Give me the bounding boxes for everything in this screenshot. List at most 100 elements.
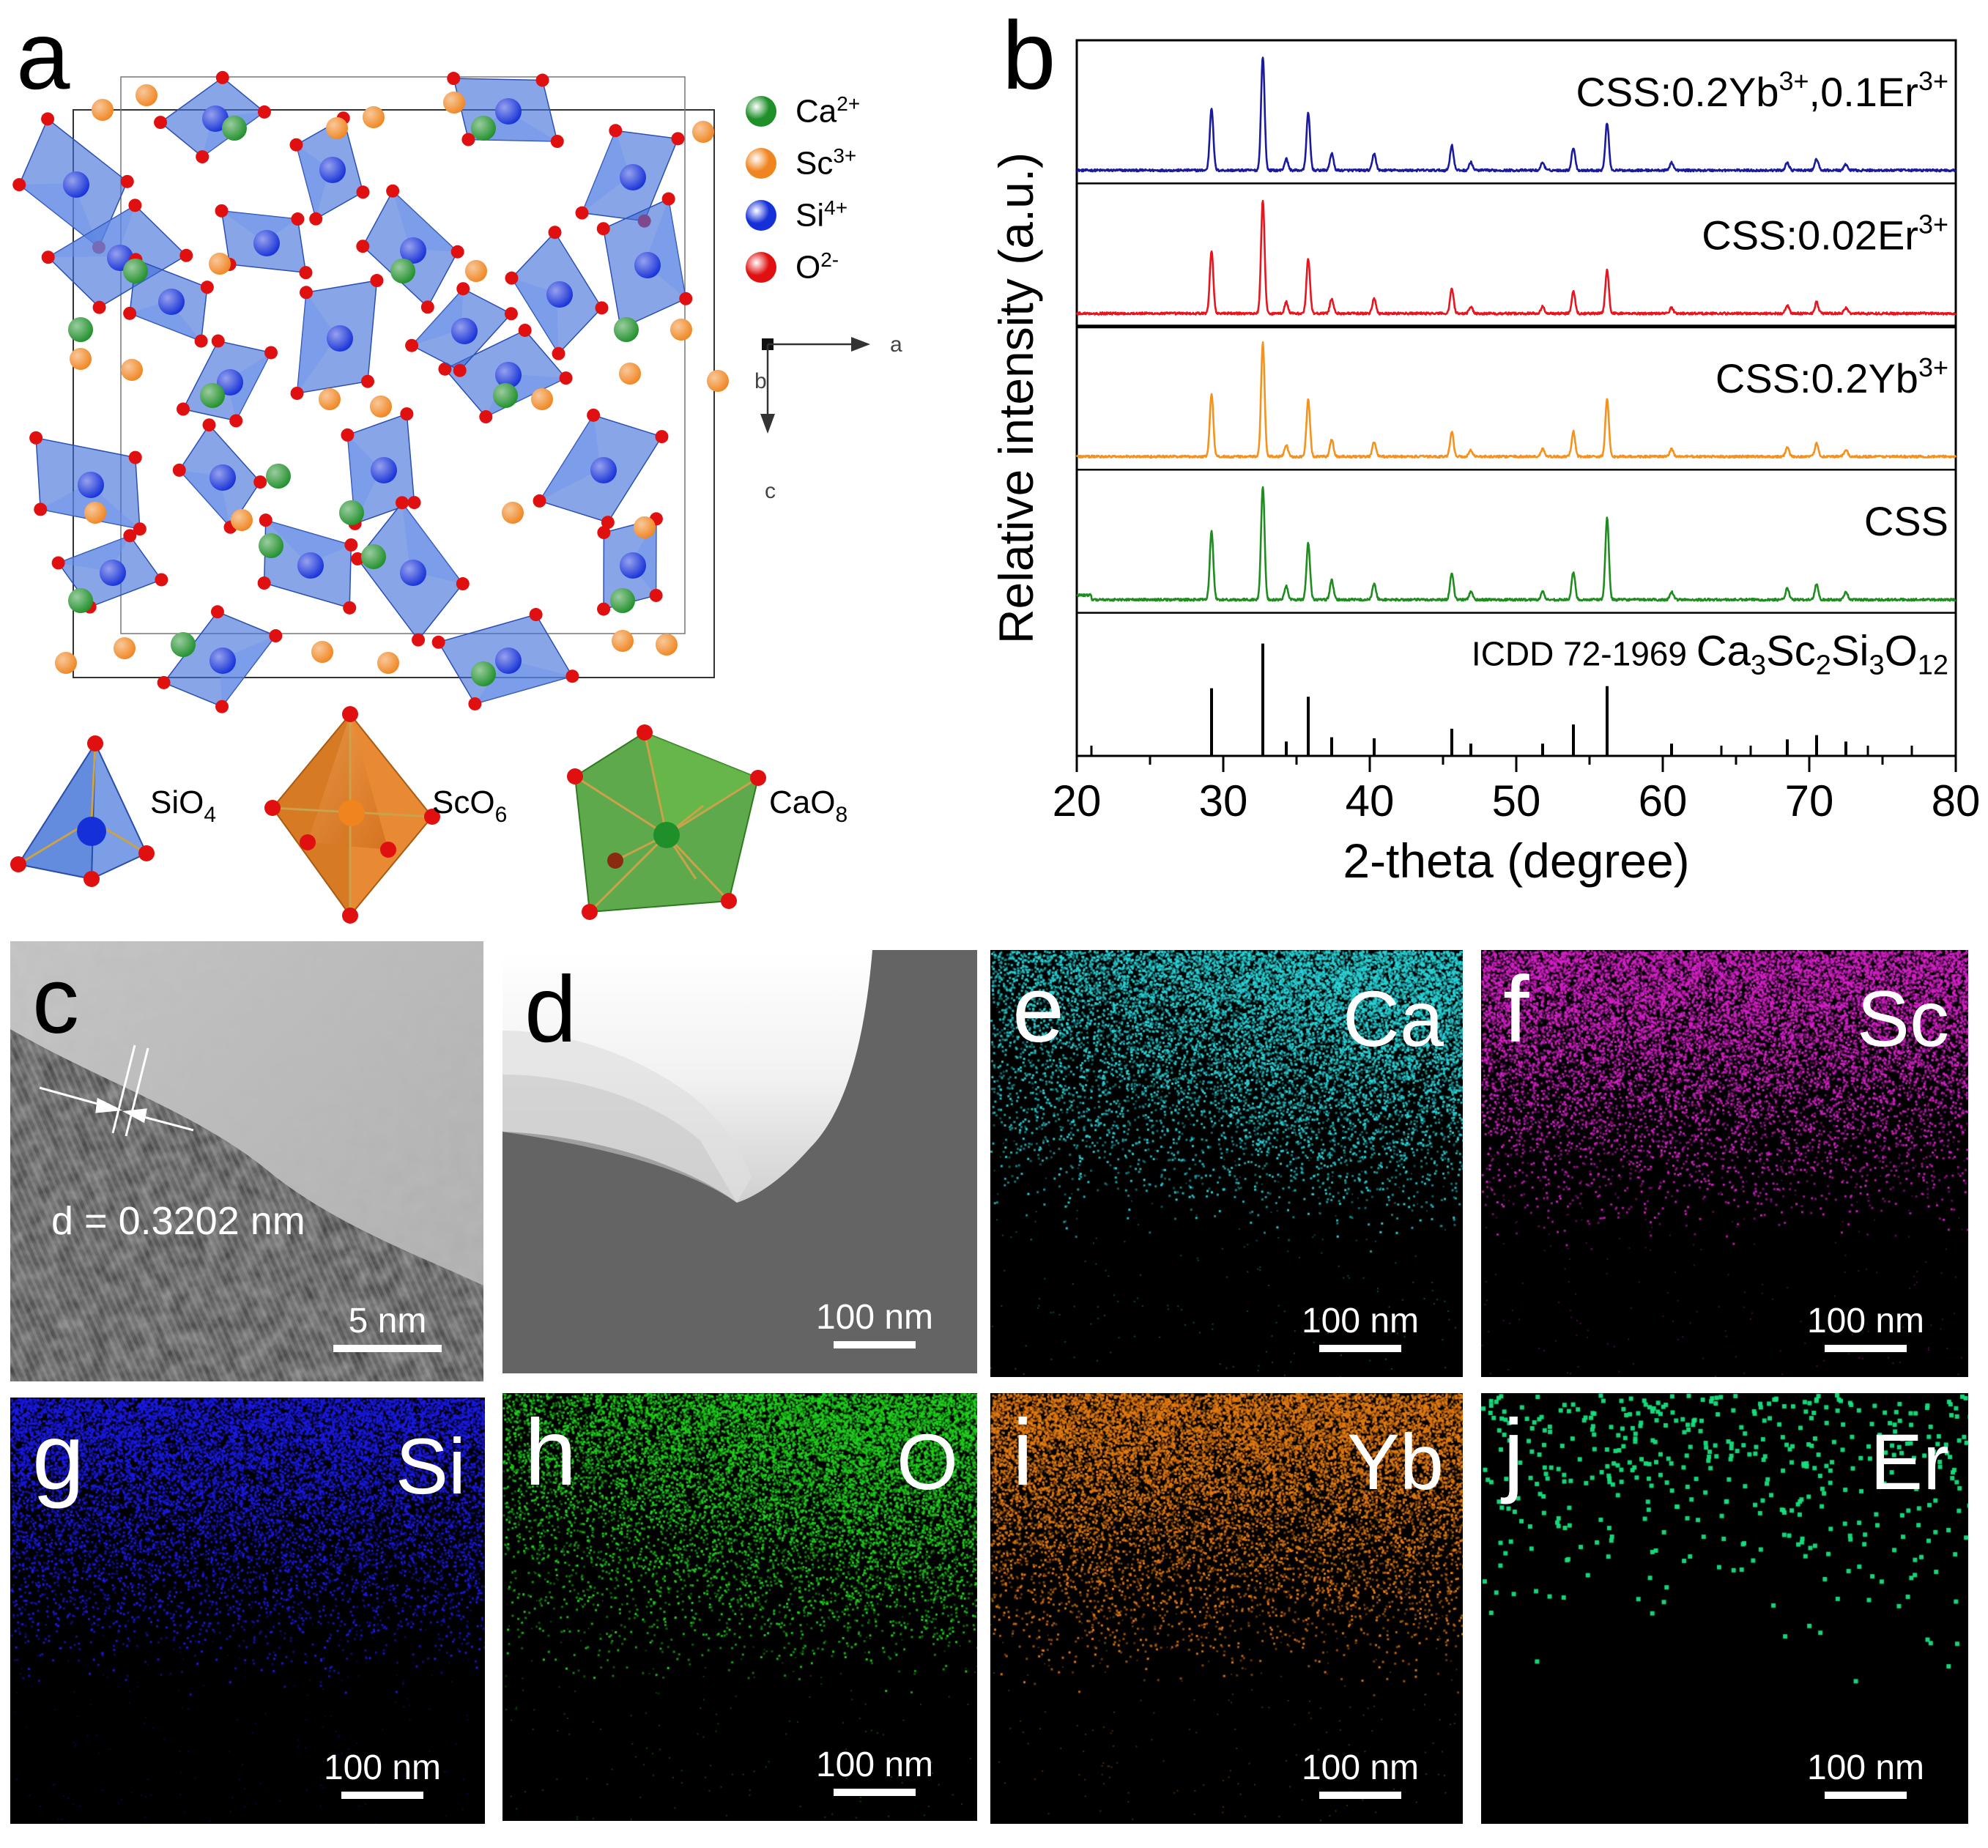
legend-row-o: O2- — [746, 241, 860, 293]
panel-j-er-map: j Er 100 nm — [1481, 1393, 1968, 1824]
scale-bar-f-line — [1825, 1345, 1907, 1352]
cao8-polyhedron — [567, 724, 766, 920]
legend-text-ca: Ca2+ — [795, 92, 861, 130]
scale-bar-h-text: 100 nm — [815, 1745, 934, 1784]
sc-map-canvas — [1481, 950, 1968, 1377]
panel-a-label: a — [16, 1, 70, 109]
panel-j-label: j — [1503, 1400, 1524, 1505]
o-map-canvas — [502, 1393, 977, 1821]
sem-image — [502, 950, 872, 1203]
scale-bar-i: 100 nm — [1287, 1751, 1433, 1799]
yb-map-canvas — [990, 1393, 1463, 1824]
chart-traces: CSS:0.2Yb3+​,0.1Er3+​ CSS:0.02Er3+​ CSS:0.… — [1075, 56, 1957, 756]
panel-h-o-map: h O 100 nm — [502, 1393, 977, 1821]
chart-ticks: 20 30 40 50 60 70 80 — [1053, 756, 1980, 825]
axis-c-arrow-icon — [760, 414, 775, 434]
scale-bar-d-line — [834, 1341, 916, 1348]
series-line-0 — [1076, 56, 1957, 173]
crystal-structure-drawing: a b c SiO4 — [10, 70, 902, 924]
unit-cell-front — [73, 109, 715, 678]
scale-bar-e-text: 100 nm — [1301, 1302, 1420, 1340]
panel-h-element: O — [896, 1417, 958, 1506]
panel-g-label: g — [32, 1405, 85, 1510]
scale-bar-j-line — [1825, 1792, 1907, 1799]
panel-b-xrd-chart: CSS:0.2Yb3+​,0.1Er3+​ CSS:0.02Er3+​ CSS:0.… — [974, 0, 1988, 930]
series-line-3 — [1076, 486, 1957, 602]
panel-d-label: d — [524, 957, 577, 1062]
scale-bar-h-line — [834, 1789, 916, 1796]
scale-bar-f-text: 100 nm — [1806, 1302, 1925, 1340]
series-label-2: CSS:0.2Yb3+​ — [1716, 352, 1948, 401]
panel-e-element: Ca — [1342, 974, 1444, 1063]
panel-f-element: Sc — [1856, 974, 1949, 1063]
panel-e-ca-map: e Ca 100 nm — [990, 950, 1463, 1377]
sio4-polyhedron — [10, 735, 155, 887]
atom-legend: Ca2+ Sc3+ Si4+ O2- — [746, 85, 860, 293]
sco6-polyhedron — [264, 706, 440, 924]
axis-b-label: b — [754, 369, 767, 393]
scale-bar-j: 100 nm — [1792, 1751, 1939, 1799]
legend-row-ca: Ca2+ — [746, 85, 860, 137]
scale-bar-j-text: 100 nm — [1806, 1748, 1925, 1787]
axis-a-label: a — [890, 333, 902, 357]
scale-bar-c-line — [333, 1345, 442, 1352]
scale-bar-i-text: 100 nm — [1301, 1748, 1420, 1787]
panel-f-sc-map: f Sc 100 nm — [1481, 950, 1968, 1377]
series-line-1 — [1075, 199, 1957, 316]
scale-bar-c-text: 5 nm — [348, 1302, 427, 1340]
panel-f-label: f — [1503, 957, 1529, 1062]
legend-row-sc: Sc3+ — [746, 137, 860, 189]
scale-bar-d-text: 100 nm — [815, 1298, 934, 1337]
panel-b-label: b — [1002, 1, 1056, 109]
scale-bar-g: 100 nm — [309, 1751, 456, 1799]
sc-atom-icon — [746, 147, 776, 179]
legend-text-sc: Sc3+ — [795, 144, 857, 182]
sco6-label: ScO6 — [432, 784, 507, 827]
legend-text-si: Si4+ — [795, 196, 848, 234]
polyhedra-network — [12, 70, 729, 713]
axis-a-arrow-icon — [851, 337, 870, 352]
panel-i-label: i — [1012, 1400, 1034, 1505]
scale-bar-d: 100 nm — [801, 1300, 948, 1348]
o-atom-icon — [746, 251, 776, 283]
legend-row-si: Si4+ — [746, 189, 860, 241]
si-map-canvas — [10, 1398, 485, 1824]
panel-d-sem-image: d 100 nm — [502, 950, 977, 1373]
panel-h-label: h — [524, 1400, 577, 1505]
xrd-chart: CSS:0.2Yb3+​,0.1Er3+​ CSS:0.02Er3+​ CSS:0.… — [989, 39, 1980, 888]
scale-bar-c: 5 nm — [325, 1304, 450, 1352]
legend-text-o: O2- — [795, 248, 839, 286]
scale-bar-g-text: 100 nm — [323, 1748, 442, 1787]
panel-e-label: e — [1012, 957, 1065, 1062]
er-map-canvas — [1481, 1393, 1968, 1824]
series-label-4: ICDD 72-1969 Ca3​Sc2​Si3​O12​ — [1472, 628, 1948, 681]
ca-atom-icon — [746, 95, 776, 127]
x-tick-label: 60 — [1639, 776, 1688, 825]
d-spacing-label: d = 0.3202 nm — [51, 1199, 305, 1243]
si-atom-icon — [746, 199, 776, 231]
x-tick-label: 40 — [1346, 776, 1395, 825]
panel-g-si-map: g Si 100 nm — [10, 1398, 485, 1824]
series-label-3: CSS — [1864, 498, 1948, 544]
panel-i-yb-map: i Yb 100 nm — [990, 1393, 1463, 1824]
unit-cell-back — [120, 76, 686, 634]
x-tick-label: 30 — [1199, 776, 1248, 825]
cao8-label: CaO8 — [769, 784, 848, 827]
series-line-2 — [1075, 341, 1957, 459]
hrtem-image: d = 0.3202 nm — [10, 941, 483, 1381]
y-axis-label: Relative intensity (a.u.) — [989, 152, 1043, 644]
axes-indicator: a b c — [754, 333, 902, 503]
series-label-0: CSS:0.2Yb3+​,0.1Er3+​ — [1576, 66, 1948, 115]
scale-bar-e: 100 nm — [1287, 1304, 1433, 1352]
panel-g-element: Si — [395, 1422, 466, 1510]
scale-bar-i-line — [1319, 1792, 1401, 1799]
panel-j-element: Er — [1870, 1417, 1949, 1506]
scale-bar-e-line — [1319, 1345, 1401, 1352]
ca-map-canvas — [990, 950, 1463, 1377]
x-axis-label: 2-theta (degree) — [1343, 834, 1689, 888]
panel-c-label: c — [32, 949, 79, 1053]
x-tick-label: 20 — [1053, 776, 1102, 825]
scale-bar-f: 100 nm — [1792, 1304, 1939, 1352]
panel-a-crystal-structure: a b c SiO4 — [0, 0, 974, 930]
